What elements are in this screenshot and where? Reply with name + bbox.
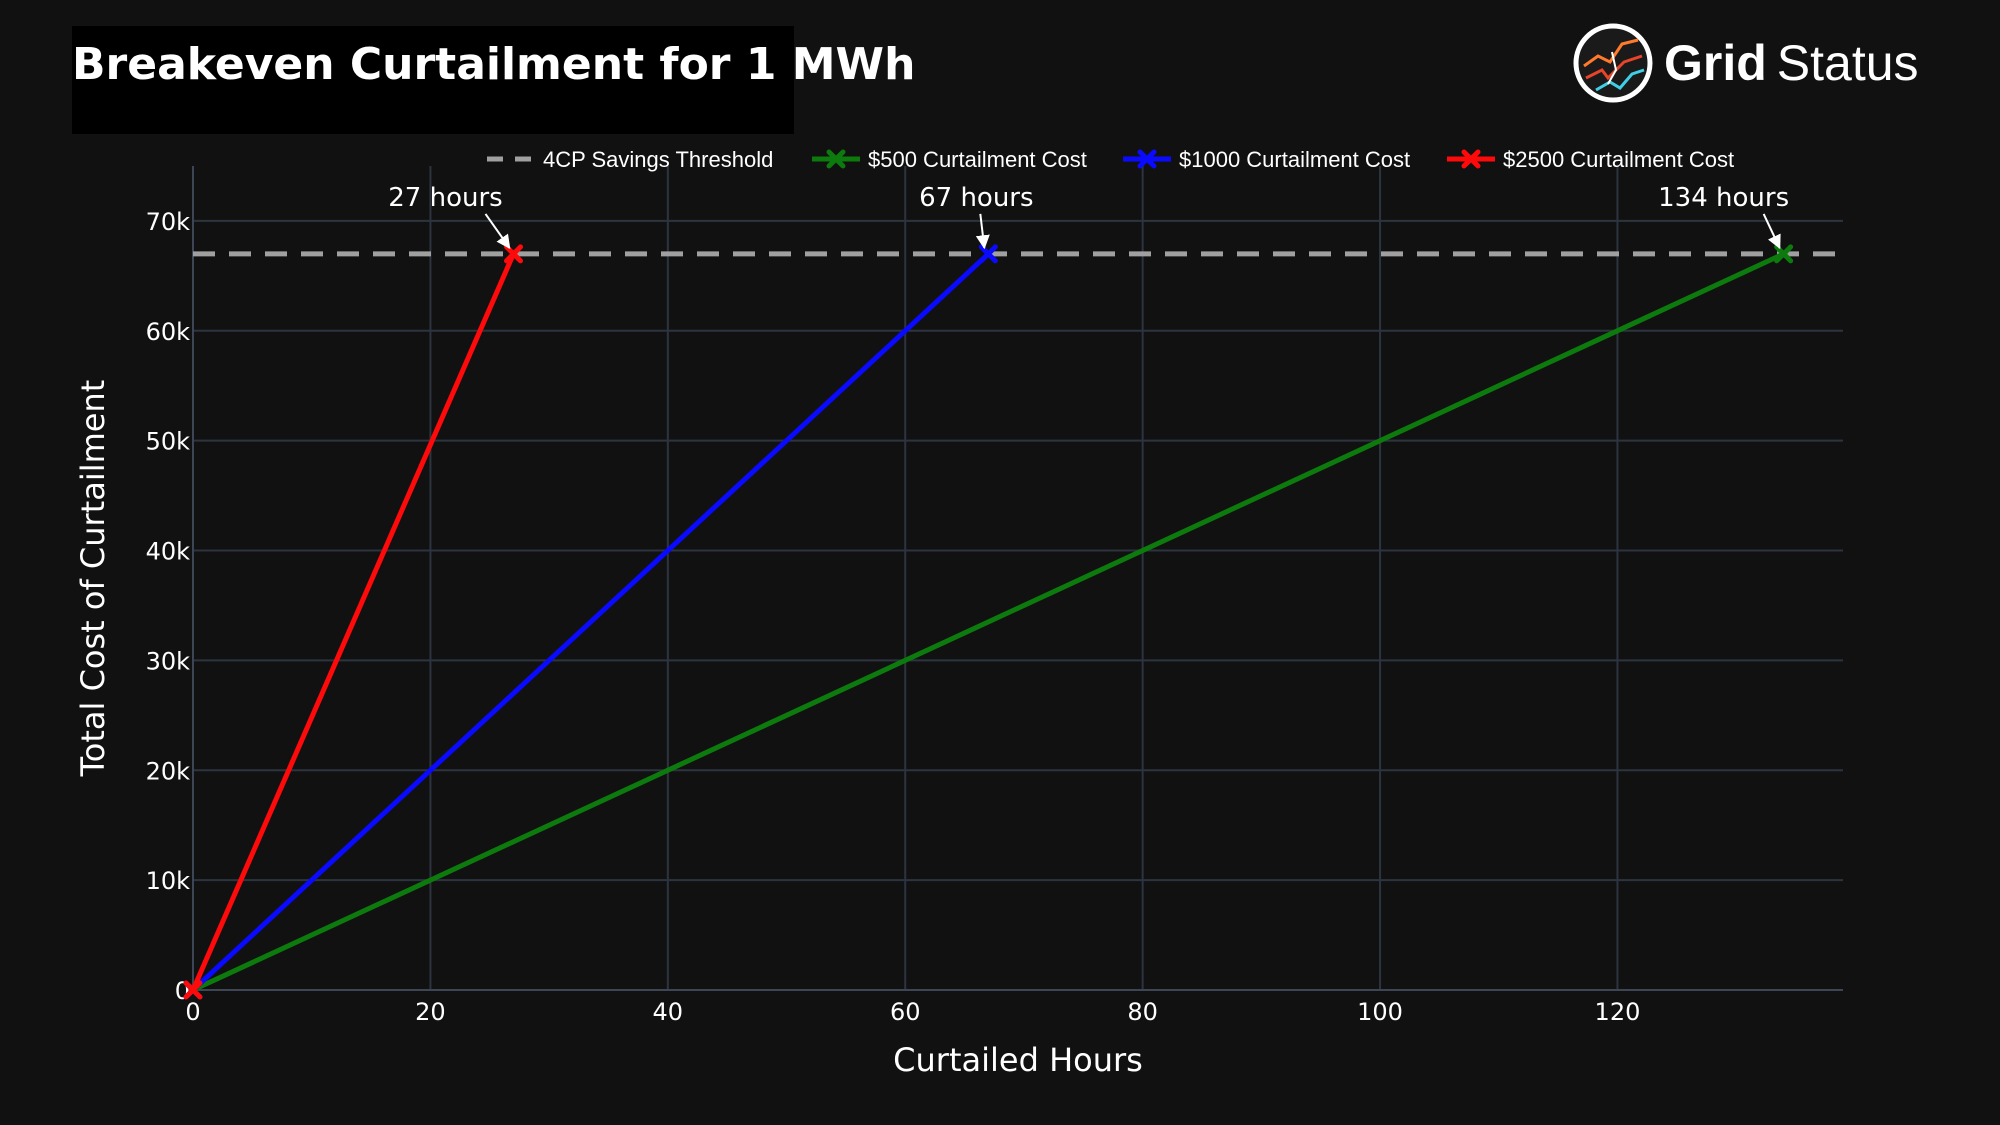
series-line (191, 252, 991, 992)
marker-cross (504, 244, 524, 264)
x-tick-label: 80 (1127, 998, 1158, 1026)
legend-item: $1000 Curtailment Cost (1123, 147, 1410, 172)
grid-status-logo-icon (1573, 23, 1653, 103)
annotation-arrow (975, 213, 990, 250)
brand-logo-group: Grid Status (1572, 22, 1919, 104)
x-tick-label: 120 (1595, 998, 1641, 1026)
legend-item: 4CP Savings Threshold (487, 147, 773, 172)
marker-cross (1774, 244, 1794, 264)
x-tick-label: 20 (415, 998, 446, 1026)
legend-label: 4CP Savings Threshold (543, 147, 773, 172)
x-axis-title: Curtailed Hours (893, 1041, 1143, 1079)
chart-title: Breakeven Curtailment for 1 MWh (72, 38, 916, 90)
legend-item: $2500 Curtailment Cost (1447, 147, 1734, 172)
legend-marker (826, 149, 846, 169)
series-layer (183, 244, 1794, 1000)
series-line (191, 251, 1785, 993)
series-point (1774, 244, 1794, 264)
series-point (183, 980, 203, 1000)
y-tick-label: 10k (146, 867, 191, 895)
marker-cross (826, 149, 846, 169)
legend-item: $500 Curtailment Cost (812, 147, 1087, 172)
y-tick-label: 30k (146, 647, 191, 675)
annotation-arrow (1762, 213, 1781, 250)
legend-marker (1137, 149, 1157, 169)
x-tick-label: 60 (890, 998, 921, 1026)
legend-label: $1000 Curtailment Cost (1179, 147, 1410, 172)
y-tick-label: 20k (146, 757, 191, 785)
annotation-label: 27 hours (388, 183, 502, 213)
legend-label: $2500 Curtailment Cost (1503, 147, 1734, 172)
annotation-arrow (484, 213, 511, 250)
y-tick-label: 50k (146, 428, 191, 456)
y-tick-label: 40k (146, 538, 191, 566)
y-tick-label: 60k (146, 318, 191, 346)
x-tick-label: 40 (653, 998, 684, 1026)
brand-name-light: Status (1776, 35, 1919, 91)
series-point (504, 244, 524, 264)
marker-cross (1137, 149, 1157, 169)
annotation-label: 67 hours (919, 183, 1033, 213)
x-tick-label: 100 (1357, 998, 1403, 1026)
y-tick-label: 70k (146, 208, 191, 236)
brand-name: Grid Status (1664, 34, 1919, 92)
y-axis-title: Total Cost of Curtailment (74, 380, 112, 778)
x-tick-label: 0 (185, 998, 200, 1026)
marker-cross (1461, 149, 1481, 169)
annotations: 27 hours 67 hours 134 hours (388, 183, 1789, 250)
marker-cross (183, 980, 203, 1000)
annotation-label: 134 hours (1658, 183, 1789, 213)
brand-name-bold: Grid (1664, 35, 1767, 91)
legend-label: $500 Curtailment Cost (868, 147, 1087, 172)
legend-marker (1461, 149, 1481, 169)
legend: 4CP Savings Threshold $500 Curtailment Co… (487, 147, 1734, 172)
title-box: Breakeven Curtailment for 1 MWh (72, 26, 915, 134)
series-line (190, 252, 516, 991)
grid-lines (193, 166, 1843, 990)
